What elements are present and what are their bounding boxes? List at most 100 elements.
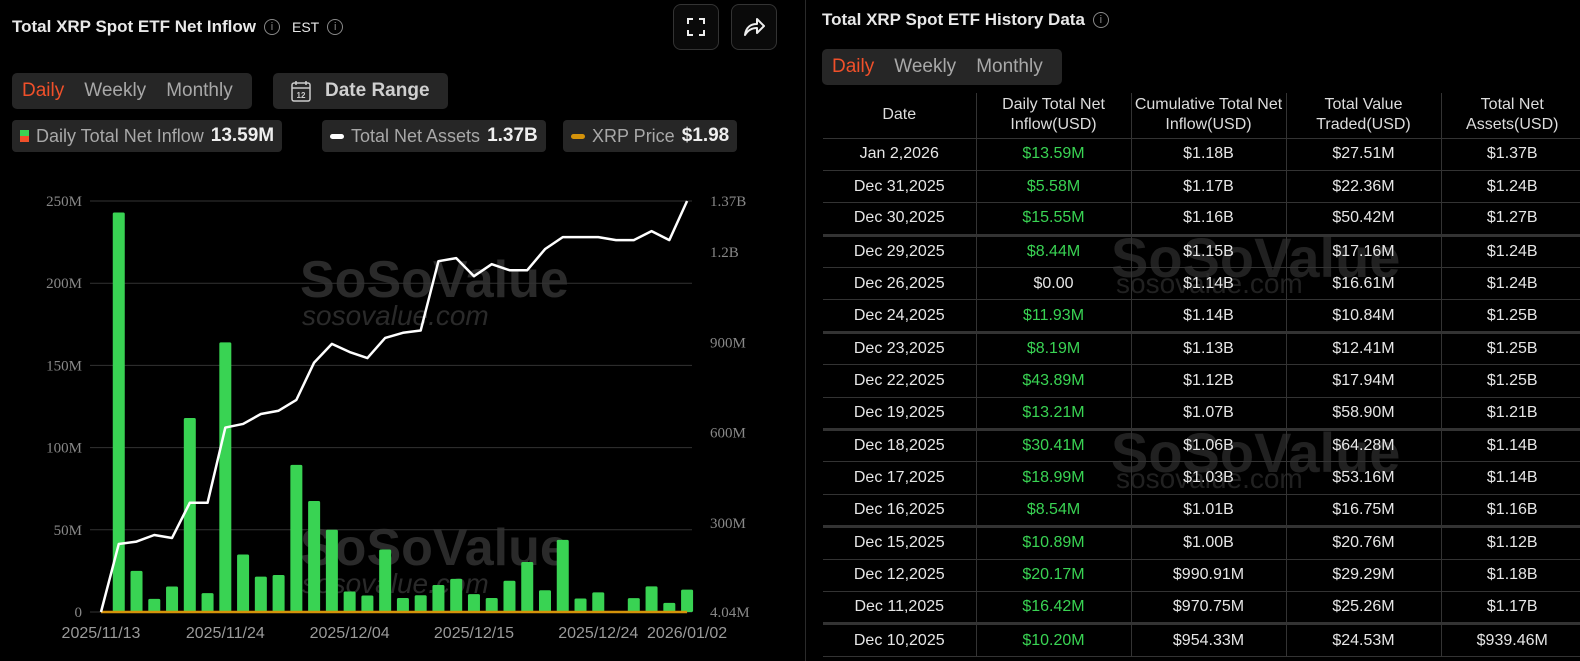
x-axis-tick-label: 2025/12/15	[434, 625, 514, 642]
value-traded-cell: $53.16M	[1285, 461, 1441, 495]
table-row[interactable]: Dec 29,2025 $8.44M $1.15B $17.16M $1.24B	[823, 235, 1580, 269]
cumulative-inflow-cell: $970.75M	[1130, 591, 1286, 625]
x-axis-tick-label: 2025/11/13	[62, 625, 141, 642]
table-row[interactable]: Dec 24,2025 $11.93M $1.14B $10.84M $1.25B	[823, 299, 1580, 333]
table-row[interactable]: Dec 18,2025 $30.41M $1.06B $64.28M $1.14B	[823, 429, 1580, 463]
table-row[interactable]: Dec 30,2025 $15.55M $1.16B $50.42M $1.27B	[823, 202, 1580, 236]
daily-inflow-cell: $5.58M	[975, 170, 1131, 204]
x-axis-tick-label: 2026/01/02	[647, 625, 727, 642]
inflow-bar	[663, 602, 676, 612]
daily-inflow-cell: $16.42M	[975, 591, 1131, 625]
net-assets-cell: $1.24B	[1440, 170, 1580, 204]
inflow-bar	[201, 593, 214, 612]
inflow-bar	[361, 595, 374, 612]
date-cell: Dec 22,2025	[823, 364, 976, 398]
inflow-bar	[645, 586, 658, 612]
legend-label: Total Net Assets	[351, 125, 481, 146]
table-row[interactable]: Jan 2,2026 $13.59M $1.18B $27.51M $1.37B	[823, 138, 1580, 171]
date-cell: Dec 26,2025	[823, 267, 976, 301]
legend-net-assets[interactable]: Total Net Assets 1.37B	[322, 120, 546, 152]
inflow-bar	[254, 576, 267, 612]
tab-daily[interactable]: Daily	[832, 56, 875, 77]
tab-weekly[interactable]: Weekly	[84, 80, 147, 101]
net-inflow-panel: Total XRP Spot ETF Net Inflow i EST i Da…	[0, 0, 800, 661]
table-row[interactable]: Dec 22,2025 $43.89M $1.12B $17.94M $1.25B	[823, 364, 1580, 398]
daily-inflow-cell: $8.54M	[975, 494, 1131, 528]
cumulative-inflow-cell: $1.13B	[1130, 332, 1286, 366]
net-assets-cell: $1.18B	[1440, 559, 1580, 592]
net-assets-cell: $1.24B	[1440, 235, 1580, 269]
legend-xrp-price[interactable]: XRP Price $1.98	[563, 120, 738, 152]
inflow-bar	[183, 418, 196, 612]
left-axis-tick-label: 100M	[46, 441, 82, 457]
table-row[interactable]: Dec 15,2025 $10.89M $1.00B $20.76M $1.12B	[823, 526, 1580, 560]
daily-inflow-cell: $30.41M	[975, 429, 1131, 463]
value-traded-cell: $17.94M	[1285, 364, 1441, 398]
tab-monthly[interactable]: Monthly	[976, 56, 1043, 77]
share-button[interactable]	[731, 4, 777, 50]
table-row[interactable]: Dec 10,2025 $10.20M $954.33M $24.53M $939.46…	[823, 623, 1580, 657]
net-assets-cell: $1.25B	[1440, 364, 1580, 398]
cumulative-inflow-cell: $1.17B	[1130, 170, 1286, 204]
history-title: Total XRP Spot ETF History Data	[822, 10, 1085, 29]
info-icon[interactable]: i	[1092, 12, 1109, 28]
date-cell: Dec 11,2025	[823, 591, 976, 625]
info-icon[interactable]: i	[263, 19, 280, 35]
inflow-chart[interactable]: 0 50M 100M 150M 200M 250M 4.04M 300M 600M 900M 1.2…	[0, 0, 800, 661]
column-header[interactable]: Date	[823, 93, 976, 139]
inflow-bar	[450, 578, 463, 612]
table-row[interactable]: Dec 12,2025 $20.17M $990.91M $29.29M $1.18B	[823, 559, 1580, 592]
right-axis-tick-label: 900M	[710, 335, 746, 351]
daily-inflow-cell: $20.17M	[975, 559, 1131, 592]
value-traded-cell: $12.41M	[1285, 332, 1441, 366]
history-title-row: Total XRP Spot ETF History Data i	[822, 10, 1109, 30]
timezone-info-icon[interactable]: i	[327, 19, 344, 35]
date-cell: Dec 12,2025	[823, 559, 976, 592]
inflow-bar	[272, 575, 285, 612]
left-axis-tick-label: 0	[75, 605, 83, 621]
cumulative-inflow-cell: $1.12B	[1130, 364, 1286, 398]
inflow-bar	[379, 549, 392, 612]
svg-text:12: 12	[297, 91, 306, 100]
x-axis-tick-label: 2025/12/24	[558, 625, 638, 642]
net-assets-cell: $1.25B	[1440, 332, 1580, 366]
table-row[interactable]: Dec 16,2025 $8.54M $1.01B $16.75M $1.16B	[823, 494, 1580, 528]
legend-value: $1.98	[681, 125, 730, 146]
net-assets-cell: $939.46M	[1440, 623, 1580, 657]
fullscreen-button[interactable]	[673, 4, 719, 50]
table-row[interactable]: Dec 26,2025 $0.00 $1.14B $16.61M $1.24B	[823, 267, 1580, 301]
net-assets-cell: $1.16B	[1440, 494, 1580, 528]
table-row[interactable]: Dec 17,2025 $18.99M $1.03B $53.16M $1.14B	[823, 461, 1580, 495]
tab-weekly[interactable]: Weekly	[894, 56, 957, 77]
tab-monthly[interactable]: Monthly	[166, 80, 233, 101]
inflow-bar	[414, 595, 427, 612]
date-cell: Jan 2,2026	[823, 138, 976, 171]
cumulative-inflow-cell: $954.33M	[1130, 623, 1286, 657]
net-assets-cell: $1.12B	[1440, 526, 1580, 560]
legend-net-inflow[interactable]: Daily Total Net Inflow 13.59M	[12, 120, 283, 152]
date-cell: Dec 23,2025	[823, 332, 976, 366]
column-header[interactable]: Total Value Traded(USD)	[1285, 93, 1441, 139]
net-assets-cell: $1.14B	[1440, 461, 1580, 495]
value-traded-cell: $58.90M	[1285, 397, 1441, 431]
inflow-bar	[112, 212, 125, 612]
daily-inflow-cell: $8.19M	[975, 332, 1131, 366]
fullscreen-icon	[687, 18, 705, 36]
inflow-bar	[396, 598, 409, 612]
tab-daily[interactable]: Daily	[22, 80, 65, 101]
daily-inflow-cell: $11.93M	[975, 299, 1131, 333]
column-header[interactable]: Cumulative Total Net Inflow(USD)	[1130, 93, 1286, 139]
date-cell: Dec 29,2025	[823, 235, 976, 269]
daily-inflow-cell: $13.21M	[975, 397, 1131, 431]
column-header[interactable]: Total Net Assets(USD)	[1440, 93, 1580, 139]
table-row[interactable]: Dec 11,2025 $16.42M $970.75M $25.26M $1.17B	[823, 591, 1580, 625]
left-axis-tick-label: 250M	[46, 194, 82, 210]
date-range-button[interactable]: 12 Date Range	[273, 73, 448, 109]
cumulative-inflow-cell: $1.14B	[1130, 267, 1286, 301]
table-row[interactable]: Dec 23,2025 $8.19M $1.13B $12.41M $1.25B	[823, 332, 1580, 366]
net-assets-line	[99, 200, 689, 613]
table-row[interactable]: Dec 19,2025 $13.21M $1.07B $58.90M $1.21B	[823, 397, 1580, 431]
column-header[interactable]: Daily Total Net Inflow(USD)	[975, 93, 1131, 139]
table-row[interactable]: Dec 31,2025 $5.58M $1.17B $22.36M $1.24B	[823, 170, 1580, 204]
cumulative-inflow-cell: $1.03B	[1130, 461, 1286, 495]
